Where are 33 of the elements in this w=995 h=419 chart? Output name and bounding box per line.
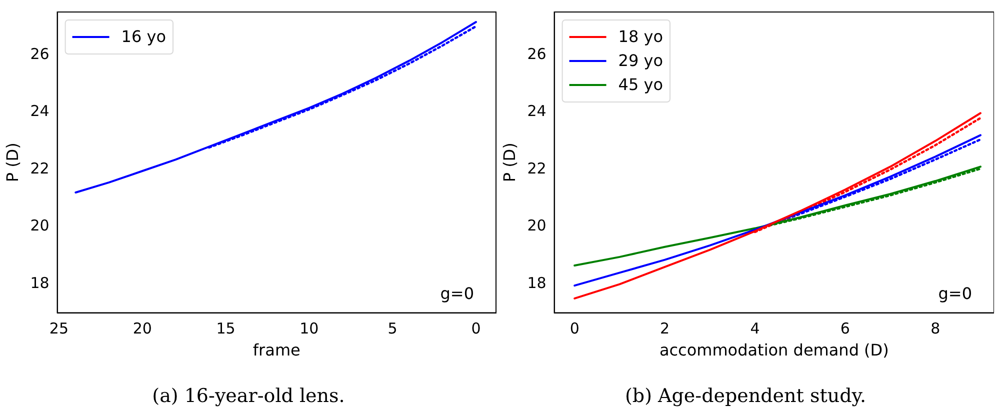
legend-label: 29 yo xyxy=(618,51,663,70)
y-tick-label: 18 xyxy=(527,274,546,292)
annotation: g=0 xyxy=(440,284,474,303)
x-tick-label: 2 xyxy=(660,320,670,338)
x-tick-label: 8 xyxy=(930,320,940,338)
x-tick-label: 4 xyxy=(750,320,760,338)
y-tick-label: 24 xyxy=(527,102,546,120)
text: (a) 16-year-old lens. xyxy=(151,385,346,407)
y-tick-label: 22 xyxy=(30,159,50,178)
legend-label: 18 yo xyxy=(618,27,663,46)
x-axis-title: frame xyxy=(252,340,300,360)
y-axis-title: P (D) xyxy=(2,142,22,182)
x-tick-label: 10 xyxy=(300,320,319,338)
y-tick-label: 26 xyxy=(527,44,546,63)
x-axis-title: accommodation demand (D) xyxy=(659,340,889,360)
x-tick-label: 15 xyxy=(216,320,236,338)
x-tick-label: 20 xyxy=(132,320,152,338)
x-tick-label: 0 xyxy=(471,320,481,338)
y-tick-label: 20 xyxy=(30,216,50,235)
y-tick-label: 26 xyxy=(30,44,50,63)
y-tick-label: 18 xyxy=(30,274,50,292)
y-tick-label: 22 xyxy=(527,159,546,178)
legend-label: 45 yo xyxy=(618,75,663,94)
x-tick-label: 25 xyxy=(49,320,68,338)
x-tick-label: 0 xyxy=(570,320,580,338)
text: (b) Age-dependent study. xyxy=(624,385,867,407)
annotation: g=0 xyxy=(938,284,972,303)
x-tick-label: 5 xyxy=(388,320,398,338)
y-tick-label: 24 xyxy=(30,102,50,120)
legend-label: 16 yo xyxy=(121,27,166,46)
y-tick-label: 20 xyxy=(527,216,546,235)
y-axis-title: P (D) xyxy=(500,142,519,182)
x-tick-label: 6 xyxy=(840,320,850,338)
